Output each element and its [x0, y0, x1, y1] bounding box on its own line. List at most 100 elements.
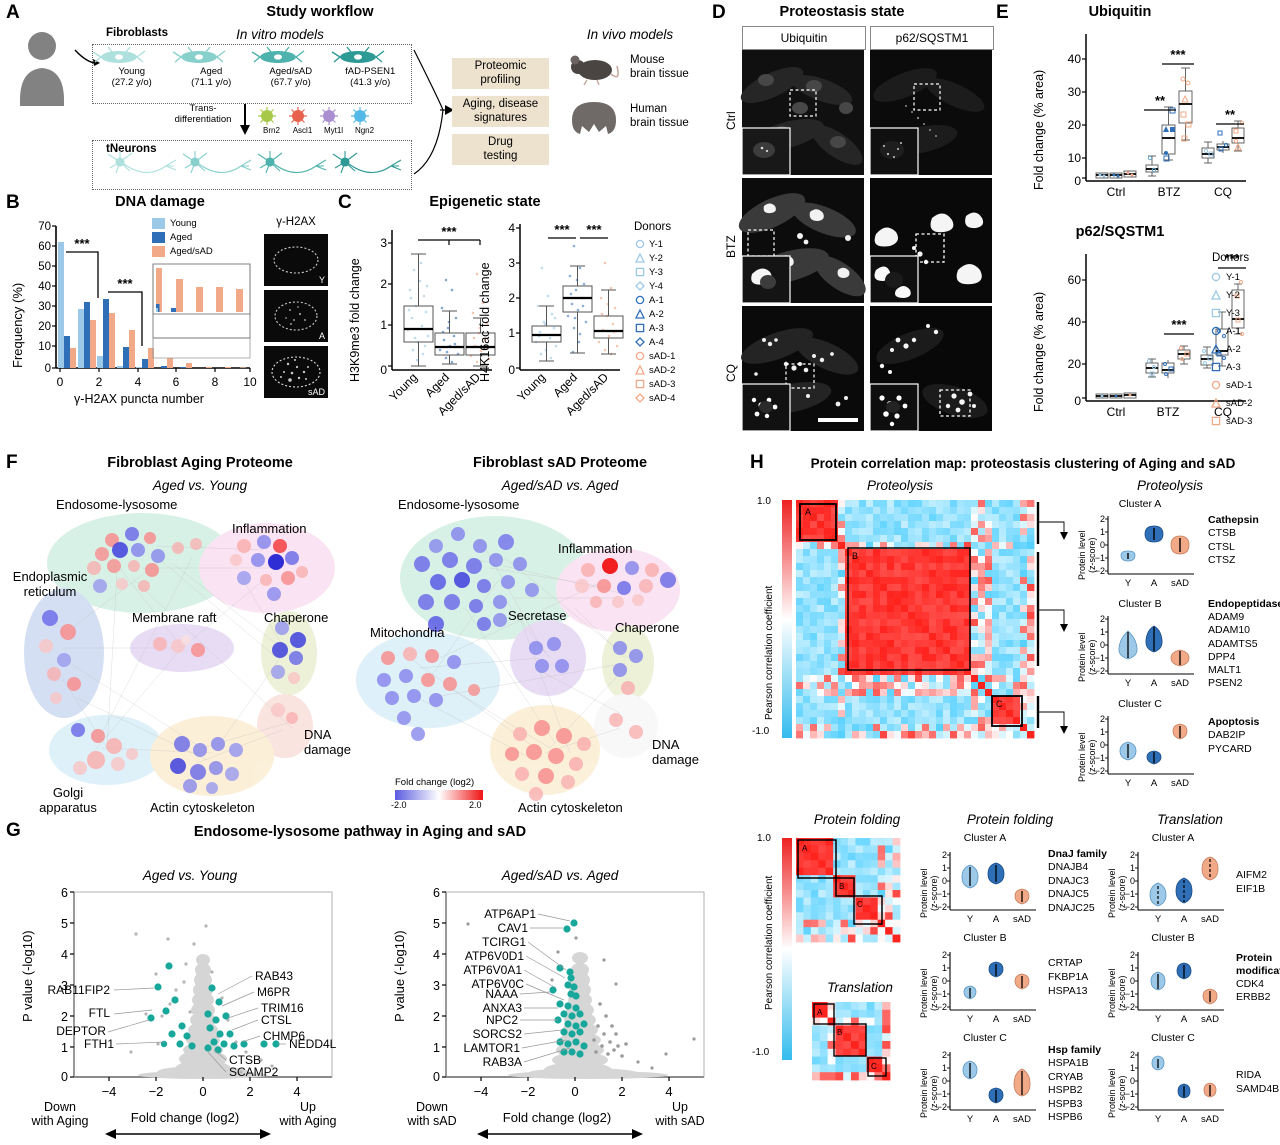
- svg-text:***: ***: [554, 222, 570, 237]
- svg-text:RAB11FIP2: RAB11FIP2: [48, 983, 111, 997]
- violin-t-b-genes: Protein modification CDK4 ERBB2: [1236, 952, 1280, 1005]
- svg-text:Y: Y: [967, 1114, 974, 1125]
- panel-f-network-0-title: Fibroblast Aging Proteome: [107, 455, 293, 471]
- svg-text:40: 40: [1068, 52, 1082, 66]
- svg-text:FTL: FTL: [89, 1006, 111, 1020]
- donor-item: A-1: [1210, 322, 1252, 340]
- svg-text:5: 5: [61, 917, 68, 931]
- panel-d-row-label-2: CQ: [724, 364, 738, 382]
- donor-marker-square-icon: [1211, 362, 1221, 372]
- human-brain-icon: [572, 102, 616, 134]
- svg-text:0: 0: [508, 363, 515, 377]
- donor-item: Y-2: [634, 251, 675, 265]
- panel-a-title: Study workflow: [266, 4, 374, 20]
- tneuron-row-box: [92, 140, 412, 190]
- in-vivo-models-label: In vivo models: [586, 27, 674, 42]
- svg-text:2: 2: [942, 1050, 947, 1060]
- violin-p-c-title: Cluster C: [1118, 698, 1162, 710]
- cluster-label-b: B: [852, 551, 858, 561]
- donor-label: Y-1: [1226, 271, 1240, 283]
- panel-h-map-2-name: Translation: [827, 980, 893, 995]
- gene-name: MALT1: [1208, 664, 1242, 677]
- panel-h-scale-min-0: -1.0: [752, 726, 770, 737]
- donor-marker-triangle-icon: [634, 308, 646, 319]
- factor-label-0: Brn2: [263, 126, 280, 135]
- panel-f-colorbar-max: 2.0: [469, 800, 482, 810]
- gene-name: CRTAP: [1048, 957, 1083, 969]
- panel-g-plot-1-subtitle: Aged/sAD vs. Aged: [501, 868, 619, 883]
- svg-text:2: 2: [942, 850, 947, 860]
- svg-text:ATP6V0C: ATP6V0C: [472, 977, 525, 991]
- panel-e-donors-title: Donors: [1212, 252, 1250, 264]
- violin-p-b-title: Cluster B: [1118, 598, 1162, 610]
- panel-e-chart-0-ylabel: Fold change (% area): [1032, 69, 1046, 190]
- svg-text:1: 1: [942, 863, 947, 873]
- svg-text:−1: −1: [1095, 653, 1105, 663]
- donor-label: sAD-1: [649, 350, 676, 362]
- svg-text:−2: −2: [937, 1002, 947, 1012]
- gene-header: Cathepsin: [1208, 514, 1259, 526]
- svg-text:Young: Young: [514, 370, 548, 404]
- arrow-human-to-models: [74, 49, 100, 66]
- svg-text:NPC2: NPC2: [486, 1013, 518, 1027]
- svg-text:−2: −2: [937, 1102, 947, 1112]
- svg-text:sAD: sAD: [1171, 678, 1189, 689]
- panel-f-colorbar-min: -2.0: [391, 800, 407, 810]
- gene-name: HSPB6: [1048, 1111, 1083, 1124]
- factor-virus-icon: [258, 107, 276, 125]
- donor-marker-triangle-icon: [1210, 289, 1222, 300]
- panel-h-letter: H: [750, 452, 764, 473]
- panel-f-0-cluster-actin: Actin cytoskeleton: [150, 800, 255, 815]
- factor-2: Myt1l: [318, 106, 349, 135]
- cell-age-1: (71.1 y/o): [191, 77, 232, 88]
- panel-c-title: Epigenetic state: [429, 194, 541, 210]
- svg-text:4: 4: [508, 221, 515, 235]
- svg-text:sAD: sAD: [1013, 1114, 1031, 1125]
- svg-text:sAD: sAD: [1171, 778, 1189, 789]
- transdifferentiation-label: Trans- differentiation: [174, 103, 232, 125]
- svg-text:30: 30: [38, 301, 51, 313]
- donor-item: sAD-2: [1210, 394, 1252, 412]
- svg-text:A: A: [1151, 778, 1158, 789]
- svg-text:40: 40: [38, 281, 51, 293]
- gene-name: ADAM10: [1208, 624, 1251, 637]
- violin-p-a-title: Cluster A: [1118, 498, 1162, 510]
- panel-f-0-cluster-er: Endoplasmic reticulum: [12, 569, 88, 599]
- gene-name: PSEN2: [1208, 677, 1243, 690]
- image-label-2: sAD: [307, 387, 325, 397]
- panel-e-letter: E: [996, 2, 1009, 23]
- svg-text:1: 1: [508, 326, 515, 340]
- panel-b-letter: B: [6, 192, 20, 213]
- svg-text:4: 4: [293, 1084, 300, 1099]
- svg-text:2: 2: [1130, 950, 1135, 960]
- svg-text:Ctrl: Ctrl: [1107, 405, 1126, 419]
- svg-text:2: 2: [1100, 614, 1105, 624]
- svg-text:***: ***: [441, 224, 457, 239]
- cell-age-2: (67.7 y/o): [270, 77, 311, 88]
- svg-text:0: 0: [1100, 540, 1105, 550]
- tneuron-icons-row: [107, 151, 402, 174]
- svg-text:−2: −2: [1095, 566, 1105, 576]
- cluster-label-c: C: [857, 900, 863, 909]
- svg-text:1: 1: [433, 1041, 440, 1055]
- donor-label: A-3: [1226, 361, 1241, 373]
- panel-e-donors-legend: Y-1 Y-2 Y-3 A-1 A-2 A-3 sAD-1 sAD-2 sAD-…: [1210, 268, 1252, 430]
- cell-name-3: fAD-PSEN1: [345, 66, 396, 77]
- panel-h-heatmap-protein-folding: A B C: [796, 838, 901, 943]
- fibroblast-row-box: [92, 44, 412, 104]
- micrograph-p62-cq: [869, 306, 992, 432]
- svg-text:Y: Y: [1125, 678, 1132, 689]
- svg-text:20: 20: [1068, 118, 1082, 132]
- svg-text:3: 3: [380, 236, 387, 250]
- svg-text:***: ***: [117, 276, 133, 291]
- svg-text:1: 1: [61, 1041, 68, 1055]
- donor-label: Y-4: [649, 280, 663, 292]
- donor-marker-diamond-icon: [635, 337, 645, 347]
- gene-name: PYCARD: [1208, 742, 1252, 755]
- svg-text:Y: Y: [1125, 778, 1132, 789]
- donor-marker-square-icon: [1211, 308, 1221, 318]
- panel-g-plot-0-right-arrow-label: Up with Aging: [279, 1100, 337, 1129]
- panel-f-0-cluster-golgi: Golgi apparatus: [39, 785, 97, 815]
- cell-name-1: Aged: [200, 66, 223, 77]
